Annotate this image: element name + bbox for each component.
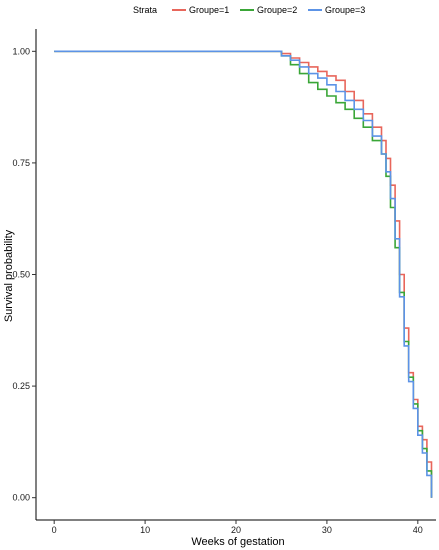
x-tick-label: 30: [322, 525, 332, 535]
y-tick-label: 0.25: [12, 381, 30, 391]
x-tick-label: 10: [140, 525, 150, 535]
x-tick-label: 40: [413, 525, 423, 535]
x-tick-label: 0: [52, 525, 57, 535]
legend-label-3: Groupe=3: [325, 5, 365, 15]
y-tick-label: 0.75: [12, 158, 30, 168]
y-tick-label: 1.00: [12, 46, 30, 56]
y-tick-label: 0.50: [12, 270, 30, 280]
series-line-2: [54, 50, 433, 498]
x-axis-title: Weeks of gestation: [191, 536, 284, 548]
series-group: [54, 50, 433, 498]
legend-label-1: Groupe=1: [189, 5, 229, 15]
axes: 0 10 20 30 40 0.00 0.25 0.50 0.75 1.00: [12, 29, 436, 535]
legend-title: Strata: [133, 5, 157, 15]
y-axis-title: Survival probability: [3, 229, 15, 322]
series-line-1: [54, 50, 433, 498]
legend-label-2: Groupe=2: [257, 5, 297, 15]
series-line-3: [54, 50, 433, 498]
legend-items: Groupe=1 Groupe=2 Groupe=3: [172, 5, 365, 15]
legend: Strata Groupe=1 Groupe=2 Groupe=3: [133, 5, 365, 15]
y-tick-label: 0.00: [12, 493, 30, 503]
x-tick-label: 20: [231, 525, 241, 535]
